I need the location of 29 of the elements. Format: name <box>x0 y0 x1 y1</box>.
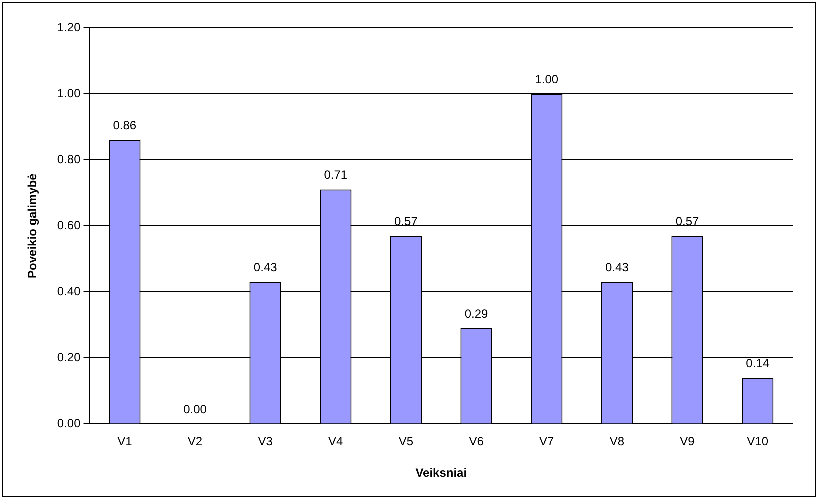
data-label: 0.57 <box>676 214 700 228</box>
y-tick-label: 1.20 <box>57 20 82 34</box>
y-tick-label: 0.40 <box>57 284 82 298</box>
data-label: 0.14 <box>746 356 770 370</box>
y-tick-label: 0.20 <box>57 350 82 364</box>
y-tick-label: 1.00 <box>57 86 82 100</box>
data-label: 0.00 <box>184 402 208 417</box>
x-tick-label: V2 <box>188 434 203 449</box>
data-label: 0.29 <box>464 306 489 321</box>
x-tick-label: V8 <box>610 434 625 449</box>
x-tick-label: V3 <box>258 434 274 449</box>
x-tick-label: V5 <box>398 434 414 449</box>
data-label: 0.43 <box>606 260 630 275</box>
y-tick-label: 0.80 <box>57 152 82 166</box>
data-label: 0.43 <box>254 260 278 275</box>
x-axis-title: Veiksniai <box>416 466 468 480</box>
y-tick-label: 0.60 <box>57 218 82 232</box>
x-tick-label: V7 <box>540 434 555 449</box>
x-tick-label: V9 <box>680 434 696 449</box>
data-label: 0.57 <box>394 214 418 228</box>
data-label: 0.71 <box>324 168 348 182</box>
data-label: 0.86 <box>113 118 137 133</box>
x-tick-label: V4 <box>328 434 344 449</box>
x-tick-label: V6 <box>469 434 484 449</box>
x-tick-label: V1 <box>118 434 133 449</box>
x-tick-label: V10 <box>747 434 769 449</box>
y-tick-label: 0.00 <box>57 416 82 431</box>
data-label: 1.00 <box>535 72 559 86</box>
y-axis-title: Poveikio galimybė <box>26 173 40 278</box>
